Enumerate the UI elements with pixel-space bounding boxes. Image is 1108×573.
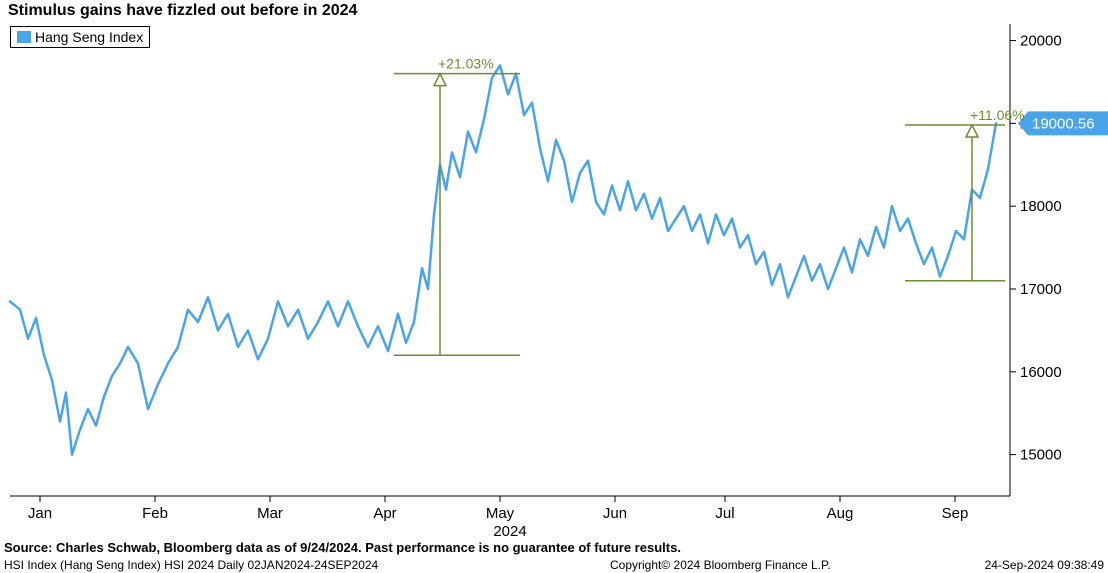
svg-text:Feb: Feb (142, 505, 168, 522)
svg-text:+11.06%: +11.06% (970, 107, 1025, 123)
footer-right: 24-Sep-2024 09:38:49 (985, 558, 1104, 572)
footer-left: HSI Index (Hang Seng Index) HSI 2024 Dai… (4, 558, 378, 572)
svg-text:Sep: Sep (942, 505, 969, 522)
svg-text:15000: 15000 (1020, 447, 1062, 464)
svg-text:20000: 20000 (1020, 33, 1062, 50)
svg-text:Jan: Jan (28, 505, 52, 522)
svg-text:19000.56: 19000.56 (1032, 115, 1095, 132)
svg-text:May: May (486, 505, 515, 522)
svg-text:Aug: Aug (827, 505, 854, 522)
source-line: Source: Charles Schwab, Bloomberg data a… (4, 540, 681, 555)
svg-text:16000: 16000 (1020, 364, 1062, 381)
svg-text:Jun: Jun (603, 505, 627, 522)
svg-text:Mar: Mar (257, 505, 283, 522)
svg-text:17000: 17000 (1020, 281, 1062, 298)
svg-text:+21.03%: +21.03% (438, 56, 494, 72)
svg-text:Apr: Apr (373, 505, 396, 522)
svg-text:18000: 18000 (1020, 198, 1062, 215)
footer-center: Copyright© 2024 Bloomberg Finance L.P. (610, 558, 831, 572)
line-chart: 150001600017000180001900020000JanFebMarA… (0, 0, 1108, 573)
svg-text:Jul: Jul (715, 505, 734, 522)
svg-text:2024: 2024 (493, 523, 526, 540)
